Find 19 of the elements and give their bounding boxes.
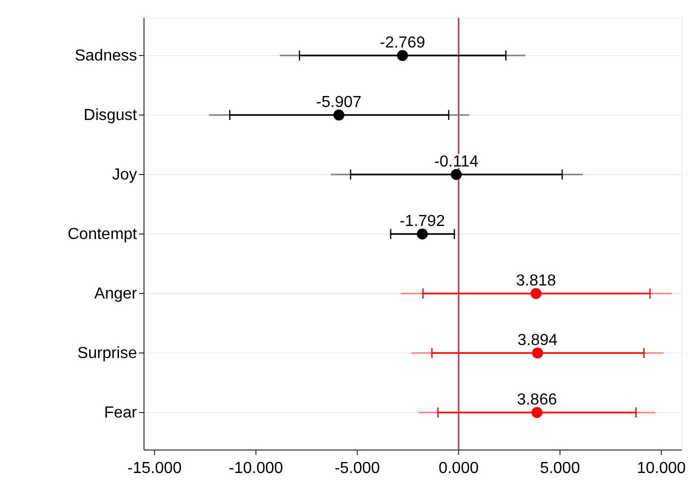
y-tick-label: Anger [94, 286, 138, 303]
y-tick-label: Disgust [84, 106, 138, 124]
y-tick-label: Joy [112, 166, 137, 184]
data-label: 3.894 [518, 332, 558, 350]
x-tick-label: -10.000 [228, 460, 284, 477]
data-label: -1.792 [400, 213, 446, 230]
y-tick-label: Fear [104, 404, 138, 422]
y-tick-label: Sadness [74, 47, 137, 64]
x-tick-label: 0.000 [438, 460, 479, 477]
x-tick-label: 10.000 [636, 460, 686, 477]
data-label: -2.769 [380, 34, 426, 52]
x-tick-label: 5.000 [540, 460, 580, 477]
data-label: -5.907 [316, 94, 362, 111]
x-tick-label: -15.000 [127, 460, 182, 477]
data-label: 3.866 [516, 392, 558, 409]
y-tick-label: Contempt [68, 226, 138, 243]
data-label: 3.818 [516, 272, 556, 290]
x-tick-label: -5.000 [334, 460, 380, 477]
y-tick-label: Surprise [77, 345, 138, 362]
